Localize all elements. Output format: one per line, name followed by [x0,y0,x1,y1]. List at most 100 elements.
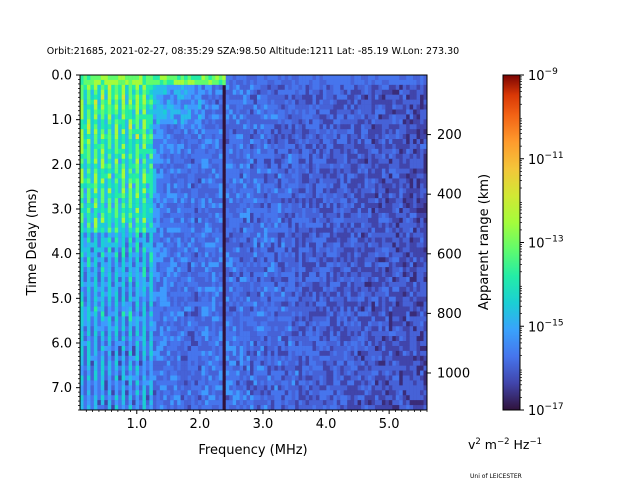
heatmap-cell [260,158,265,164]
heatmap-cell [225,208,230,214]
heatmap-cell [204,267,209,273]
heatmap-cell [309,178,313,184]
heatmap-cell [406,104,410,110]
heatmap-cell [340,109,345,115]
heatmap-cell [121,252,126,258]
heatmap-cell [201,311,206,317]
heatmap-cell [354,198,358,204]
heatmap-cell [90,99,95,105]
heatmap-cell [357,198,362,204]
heatmap-cell [322,306,327,312]
heatmap-cell [374,193,379,199]
heatmap-cell [406,208,410,214]
heatmap-cell [191,75,195,81]
heatmap-cell [211,119,216,125]
heatmap-cell [118,158,122,164]
heatmap-cell [86,267,91,273]
heatmap-cell [135,193,140,199]
heatmap-cell [319,267,324,273]
heatmap-cell [256,222,261,229]
heatmap-cell [277,139,282,145]
heatmap-cell [340,267,345,273]
heatmap-cell [166,217,171,224]
heatmap-cell [388,143,393,150]
heatmap-cell [232,281,237,288]
heatmap-cell [336,222,341,229]
heatmap-cell [142,316,147,322]
heatmap-cell [343,267,348,273]
heatmap-cell [246,153,251,160]
heatmap-cell [309,84,313,91]
heatmap-cell [284,276,289,283]
heatmap-cell [395,306,400,312]
heatmap-cell [187,168,192,174]
heatmap-cell [291,99,296,105]
heatmap-cell [197,178,202,184]
heatmap-cell [291,89,296,96]
heatmap-cell [145,291,150,297]
heatmap-cell [392,153,397,160]
heatmap-cell [281,94,286,100]
heatmap-cell [163,99,168,105]
heatmap-cell [111,267,115,273]
heatmap-cell [163,183,168,189]
heatmap-cell [361,99,365,105]
heatmap-cell [170,212,174,219]
heatmap-cell [250,291,254,297]
heatmap-cell [291,212,296,219]
heatmap-cell [132,183,136,189]
heatmap-cell [284,301,289,307]
heatmap-cell [173,316,178,322]
heatmap-cell [132,134,136,140]
heatmap-cell [166,119,171,125]
heatmap-cell [302,291,306,297]
heatmap-cell [152,237,157,243]
heatmap-cell [211,321,216,327]
heatmap-cell [243,267,247,273]
heatmap-cell [284,178,289,184]
heatmap-cell [218,291,223,297]
heatmap-cell [371,237,376,243]
heatmap-cell [166,89,171,96]
heatmap-cell [107,321,112,327]
heatmap-cell [208,94,213,100]
heatmap-cell [333,168,338,174]
heatmap-cell [166,129,171,135]
heatmap-cell [399,286,404,293]
heatmap-cell [374,124,379,130]
heatmap-cell [315,247,320,253]
heatmap-cell [236,129,240,135]
heatmap-cell [184,272,188,278]
heatmap-cell [173,237,178,243]
heatmap-cell [142,203,147,209]
heatmap-cell [374,99,379,105]
heatmap-cell [236,316,240,322]
heatmap-cell [420,153,424,160]
heatmap-cell [357,311,362,317]
heatmap-cell [90,139,95,145]
heatmap-cell [118,79,122,86]
heatmap-cell [319,291,324,297]
heatmap-cell [149,114,154,120]
heatmap-cell [350,75,355,81]
heatmap-cell [281,158,286,164]
heatmap-cell [288,291,292,297]
heatmap-cell [361,89,365,96]
heatmap-cell [90,301,95,307]
heatmap-cell [225,316,230,322]
heatmap-cell [270,232,275,238]
heatmap-cell [163,227,168,233]
heatmap-cell [163,217,168,224]
heatmap-cell [93,163,98,169]
heatmap-cell [111,129,115,135]
heatmap-cell [267,79,272,86]
heatmap-cell [319,168,324,174]
heatmap-cell [197,276,202,283]
heatmap-cell [83,311,88,317]
heatmap-cell [215,124,220,130]
heatmap-cell [211,109,216,115]
heatmap-cell [381,119,386,125]
heatmap-cell [319,247,324,253]
heatmap-cell [86,119,91,125]
heatmap-cell [402,203,407,209]
